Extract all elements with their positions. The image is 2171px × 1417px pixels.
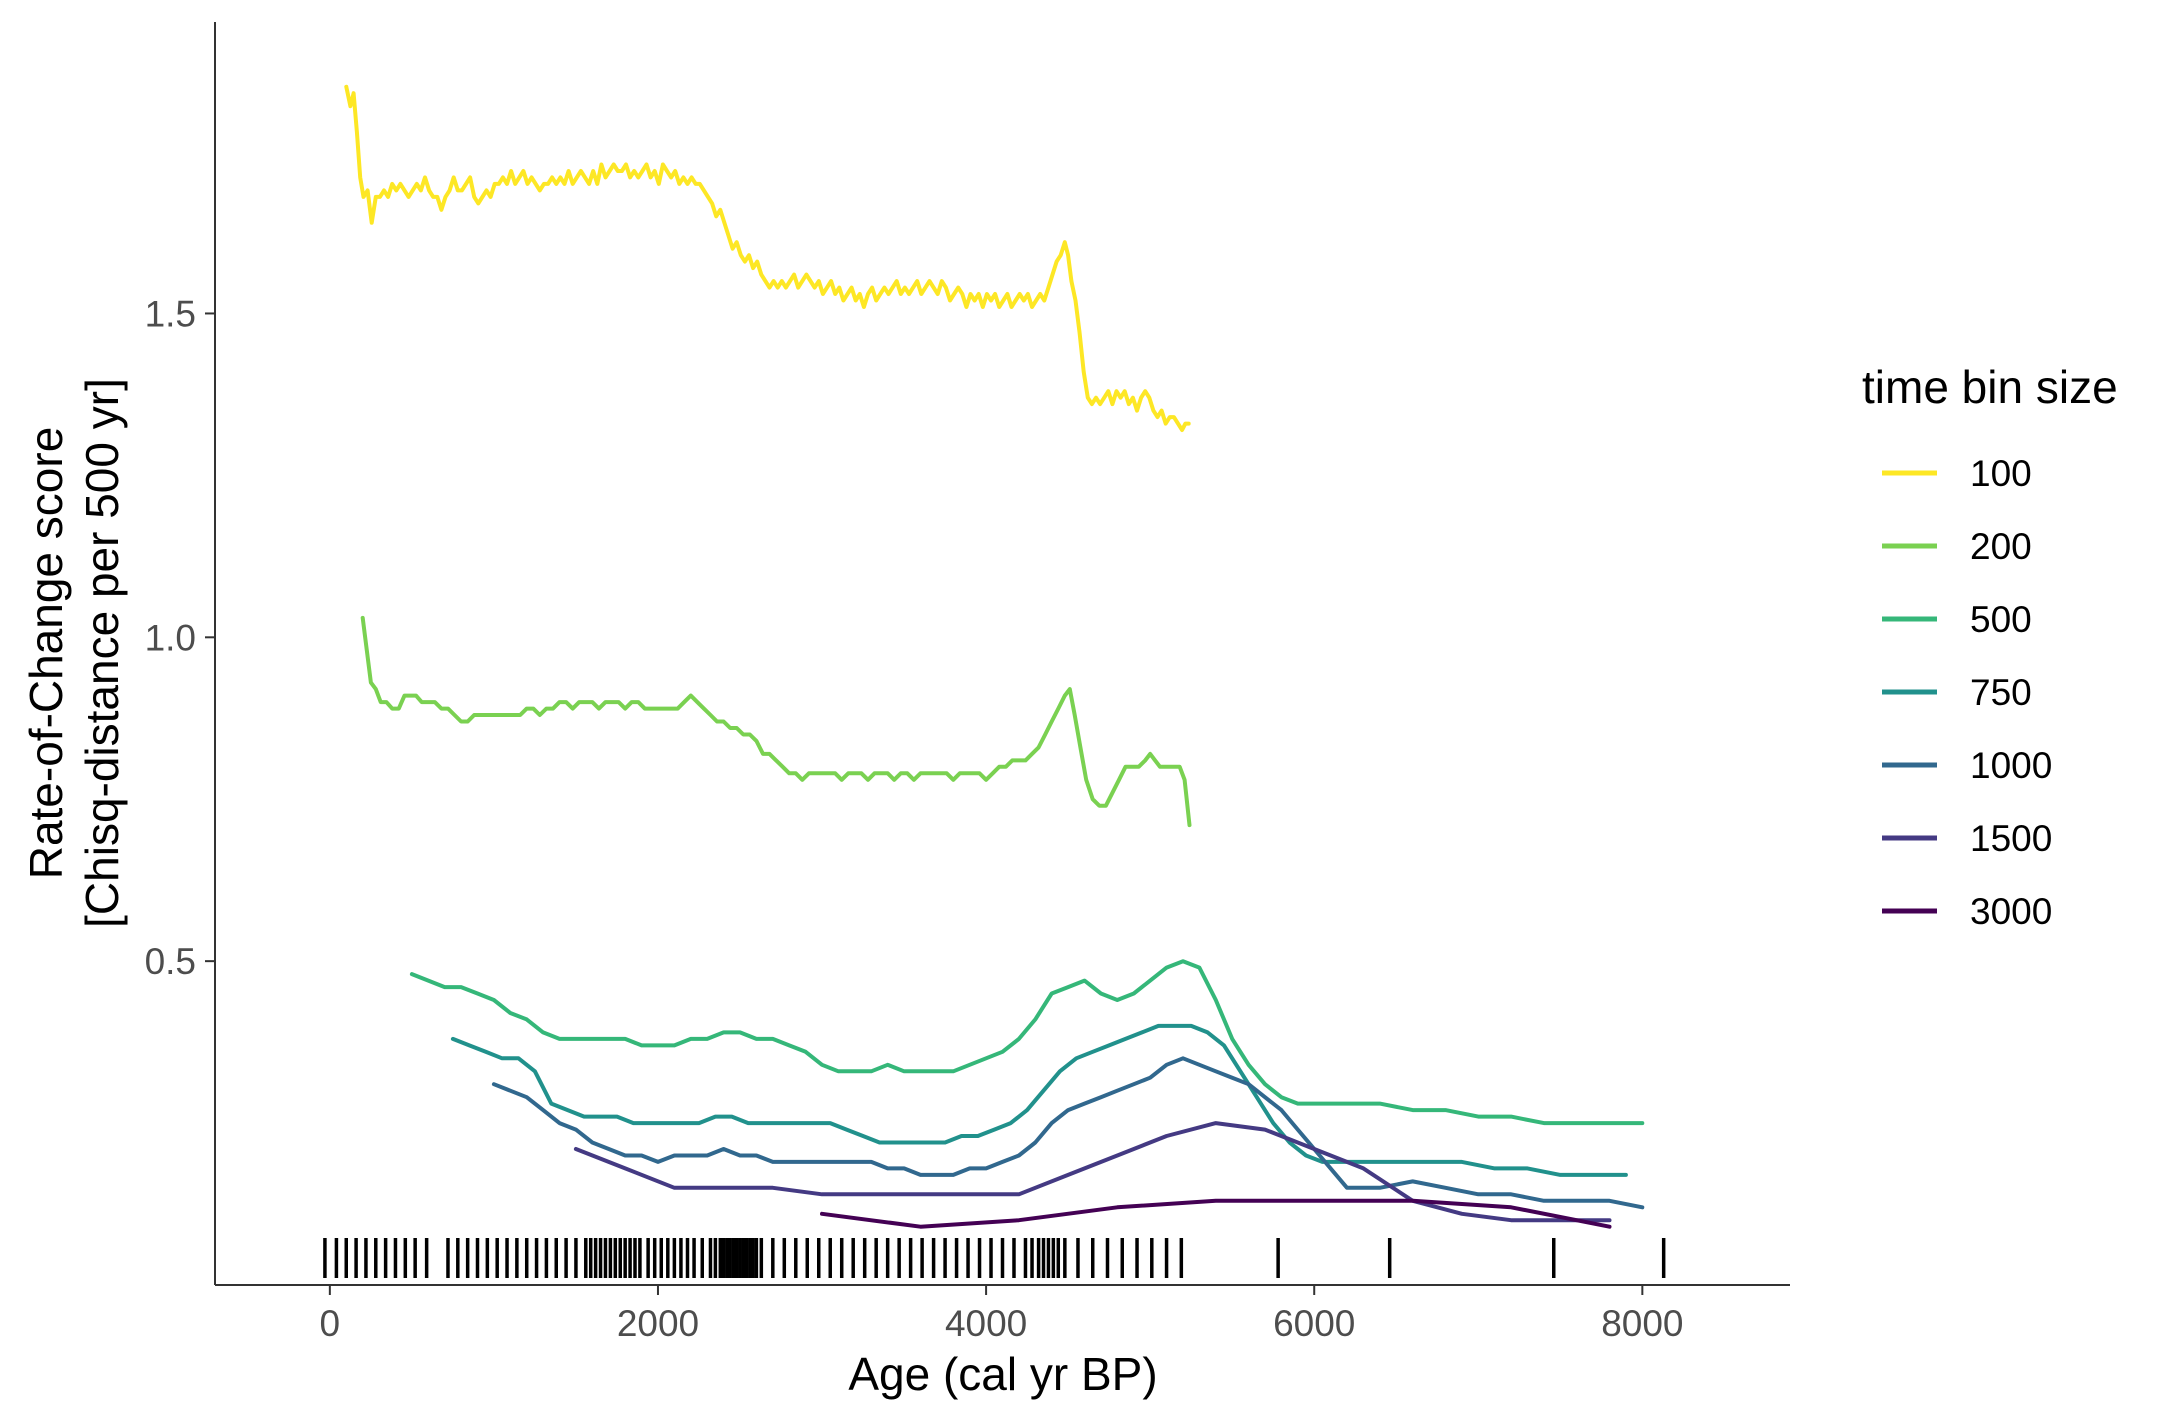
series-line-3000 (820, 1198, 1612, 1229)
x-axis-title: Age (cal yr BP) (848, 1348, 1157, 1400)
x-axis-ticks: 0 2000 4000 6000 8000 (320, 1285, 1684, 1344)
series-line-750 (450, 1023, 1628, 1177)
series-layer (344, 84, 1645, 1229)
series-line-500 (409, 959, 1645, 1126)
x-tick-label: 0 (320, 1303, 341, 1344)
y-axis-title-line1: Rate-of-Change score (20, 427, 72, 880)
y-axis-title-line2: [Chisq-distance per 500 yr] (76, 378, 128, 928)
x-tick-label: 2000 (617, 1303, 699, 1344)
series-line-100 (344, 84, 1191, 432)
rug-layer (323, 1238, 1666, 1278)
x-tick-label: 6000 (1273, 1303, 1355, 1344)
y-tick-label: 1.0 (145, 617, 196, 658)
series-line-200 (360, 615, 1192, 828)
legend-label-750: 750 (1970, 672, 2032, 713)
legend-label-1000: 1000 (1970, 745, 2052, 786)
series-line-1500 (573, 1121, 1612, 1223)
legend-label-500: 500 (1970, 599, 2032, 640)
legend-label-200: 200 (1970, 526, 2032, 567)
legend-items: 100 200 500 750 1000 1500 3000 (1882, 453, 2052, 932)
legend: time bin size 100 200 500 750 1000 1500 3000 (1862, 361, 2118, 932)
y-tick-label: 1.5 (145, 293, 196, 334)
legend-label-1500: 1500 (1970, 818, 2052, 859)
x-tick-label: 8000 (1601, 1303, 1683, 1344)
legend-label-100: 100 (1970, 453, 2032, 494)
y-axis-ticks: 0.5 1.0 1.5 (145, 293, 215, 982)
x-tick-label: 4000 (945, 1303, 1027, 1344)
legend-label-3000: 3000 (1970, 891, 2052, 932)
plot-area (323, 84, 1666, 1278)
y-tick-label: 0.5 (145, 941, 196, 982)
series-line-1000 (491, 1056, 1645, 1210)
legend-title: time bin size (1862, 361, 2118, 413)
